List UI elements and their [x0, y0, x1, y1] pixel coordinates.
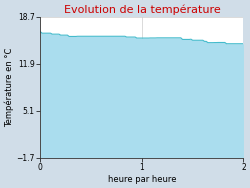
Title: Evolution de la température: Evolution de la température: [64, 4, 220, 15]
X-axis label: heure par heure: heure par heure: [108, 175, 176, 184]
Y-axis label: Température en °C: Température en °C: [4, 48, 14, 127]
